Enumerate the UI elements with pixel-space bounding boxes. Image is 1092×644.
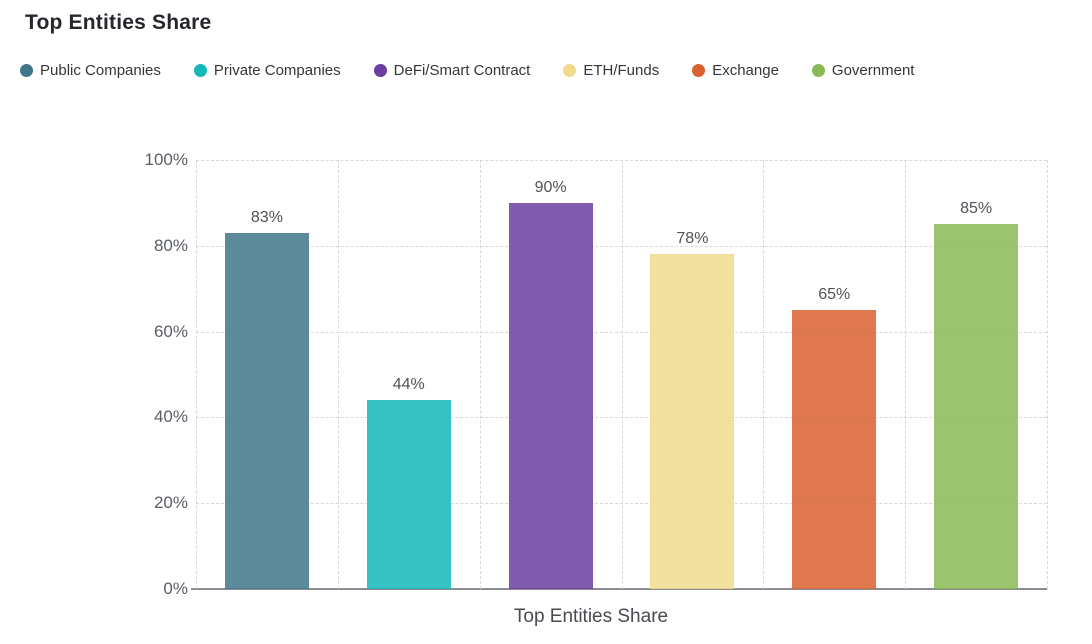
bar-value-label: 90% [534,178,567,196]
bar-value-label: 65% [818,286,851,304]
v-gridline [763,160,765,589]
bar-value-label: 44% [392,376,425,394]
y-axis-tick-label: 60% [153,321,188,341]
legend-item-defi-smart-contract[interactable]: DeFi/Smart Contract [373,62,531,79]
y-axis-tick-label: 100% [144,150,188,169]
legend-dot-icon [20,64,33,77]
legend-item-label: Exchange [712,62,779,79]
bar-public-companies[interactable] [224,232,309,589]
legend-item-exchange[interactable]: Exchange [692,62,779,79]
legend-item-label: Public Companies [40,62,161,79]
bar-chart-plot-area: 83% 44% 90% 78% 65% 85% [191,160,1048,590]
legend-item-label: ETH/Funds [583,62,660,79]
legend-item-government[interactable]: Government [811,62,915,79]
v-gridline [905,160,907,589]
bar-value-label: 78% [676,230,709,248]
legend-item-public-companies[interactable]: Public Companies [20,62,161,79]
bar-value-label: 83% [250,208,283,226]
bar-defi-smart-contract[interactable] [508,202,593,589]
legend-item-label: Private Companies [213,62,341,79]
v-gridline [621,160,623,589]
legend-dot-icon [193,64,207,77]
legend-dot-icon [373,64,387,77]
y-axis-tick-label: 80% [153,235,188,255]
y-axis-tick-label: 0% [163,579,188,598]
bar-value-label: 85% [960,200,993,218]
v-gridline [1047,160,1048,589]
chart-title: Top Entities Share [25,11,212,34]
legend-dot-icon [692,64,706,77]
legend-dot-icon [563,64,577,77]
legend-dot-icon [811,64,825,77]
bar-private-companies[interactable] [366,400,451,589]
legend: Public Companies Private Companies DeFi/Sm… [20,62,914,79]
legend-item-eth-funds[interactable]: ETH/Funds [563,62,659,79]
bar-exchange[interactable] [792,310,877,589]
legend-item-private-companies[interactable]: Private Companies [193,62,341,79]
v-gridline [337,160,339,589]
v-gridline [479,160,481,589]
legend-item-label: Government [831,62,915,79]
bar-eth-funds[interactable] [650,254,735,589]
bar-government[interactable] [934,224,1019,589]
y-axis-tick-label: 20% [153,493,188,513]
legend-item-label: DeFi/Smart Contract [393,62,531,79]
v-gridline [196,160,197,589]
x-axis-title: Top Entities Share [513,606,669,627]
x-axis-line [191,588,1047,590]
y-axis-tick-label: 40% [153,407,188,427]
